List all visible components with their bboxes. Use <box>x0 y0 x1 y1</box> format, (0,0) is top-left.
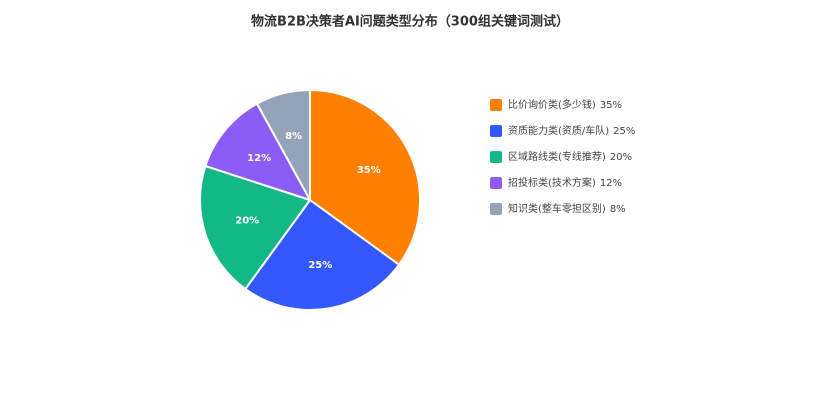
pie-slice <box>204 102 313 202</box>
chart-title: 物流B2B决策者AI问题类型分布（300组关键词测试） <box>251 14 569 30</box>
legend-label: 招投标类(技术方案) <box>508 176 596 189</box>
slice-label: 35% <box>357 165 381 176</box>
legend-value: 8% <box>610 204 626 215</box>
legend-value: 35% <box>600 100 622 111</box>
pie-slice <box>255 88 311 201</box>
legend-value: 12% <box>600 178 622 189</box>
slice-label: 20% <box>235 215 259 226</box>
legend-swatch <box>490 125 502 137</box>
legend-label: 知识类(整车零担区别) <box>508 202 606 215</box>
legend-swatch <box>490 99 502 111</box>
legend-swatch <box>490 203 502 215</box>
legend-swatch <box>490 151 502 163</box>
slice-label: 12% <box>247 153 271 164</box>
legend-swatch <box>490 177 502 189</box>
legend-entry: 资质能力类(资质/车队) 25% <box>508 124 635 137</box>
pie-slice <box>199 164 312 291</box>
legend-entry: 比价询价类(多少钱) 35% <box>508 98 622 111</box>
legend-entry: 区域路线类(专线推荐) 20% <box>508 150 632 163</box>
pie-slice <box>243 198 401 311</box>
legend-entry: 知识类(整车零担区别) 8% <box>508 202 626 215</box>
slice-label: 25% <box>308 260 332 271</box>
legend-value: 20% <box>610 152 632 163</box>
slice-label: 8% <box>285 131 302 142</box>
legend-label: 区域路线类(专线推荐) <box>508 150 606 163</box>
pie-slice <box>309 88 421 267</box>
legend-value: 25% <box>613 126 635 137</box>
legend-label: 资质能力类(资质/车队) <box>508 124 609 137</box>
legend-label: 比价询价类(多少钱) <box>508 98 596 111</box>
legend-entry: 招投标类(技术方案) 12% <box>508 176 622 189</box>
